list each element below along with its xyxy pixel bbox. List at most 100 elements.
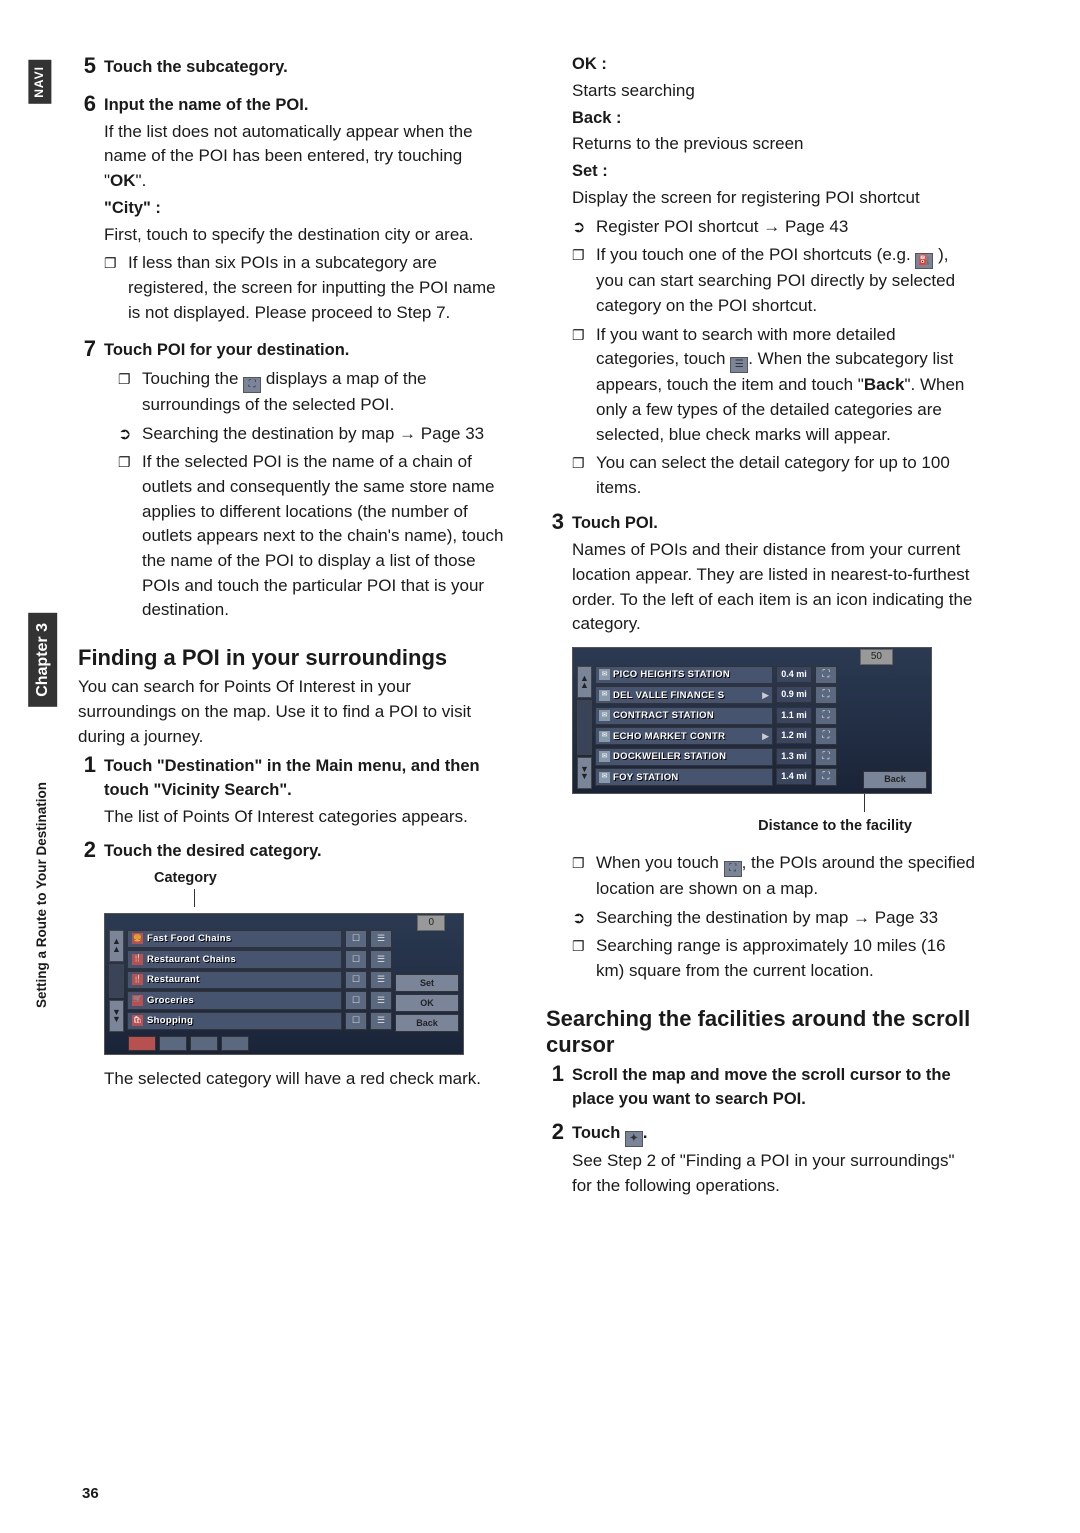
scroll-up-button[interactable]: ▲▲	[577, 666, 592, 698]
poi-map-button[interactable]: ⛶	[815, 727, 837, 745]
scroll-track[interactable]	[577, 700, 592, 755]
note-bullet-icon: ❐	[572, 936, 588, 983]
scroll-down-button[interactable]: ▼▼	[109, 1000, 124, 1032]
shortcut-icon[interactable]	[221, 1036, 249, 1051]
poi-item[interactable]: ✉DEL VALLE FINANCE S▶	[595, 686, 773, 704]
section-intro: You can search for Points Of Interest in…	[78, 675, 508, 749]
category-icon: 🛒	[132, 995, 143, 1006]
poi-map-button[interactable]: ⛶	[815, 686, 837, 704]
subheading: "City" :	[104, 197, 508, 221]
shortcut-icon[interactable]	[159, 1036, 187, 1051]
fuel-shortcut-icon: ⛽	[915, 253, 933, 269]
note-text: If less than six POIs in a subcategory a…	[128, 251, 508, 325]
map-icon: ⛶	[724, 861, 742, 877]
scroll-up-button[interactable]: ▲▲	[109, 930, 124, 962]
category-icon: 🍴	[132, 954, 143, 965]
poi-label: PICO HEIGHTS STATION	[613, 668, 730, 682]
category-label: Shopping	[147, 1014, 193, 1028]
navi-tab: NAVI	[28, 60, 51, 104]
def-text: Returns to the previous screen	[572, 132, 976, 157]
poi-icon: ✉	[599, 731, 610, 742]
poi-distance: 1.1 mi	[776, 707, 812, 724]
chapter-tab: Chapter 3	[28, 613, 57, 707]
subheading: Set :	[572, 160, 976, 184]
poi-icon: ✉	[599, 772, 610, 783]
category-screenshot: 0 ▲▲ ▼▼ 🍔Fast Food Chains☐☰🍴Restaurant C…	[104, 913, 464, 1056]
detail-button[interactable]: ☰	[370, 971, 392, 990]
reference-text: Searching the destination by map → Page …	[596, 906, 976, 931]
more-icon: ▶	[762, 730, 769, 743]
scroll-track[interactable]	[109, 964, 124, 999]
list-icon: ☰	[730, 357, 748, 373]
note-text: If you touch one of the POI shortcuts (e…	[596, 243, 976, 318]
check-box[interactable]: ☐	[345, 930, 367, 949]
category-label: Restaurant Chains	[147, 953, 236, 967]
poi-icon: ✉	[599, 690, 610, 701]
ok-button[interactable]: OK	[395, 994, 459, 1012]
category-item[interactable]: 🍴Restaurant	[127, 971, 342, 990]
subheading: Back :	[572, 107, 976, 131]
count-badge: 50	[860, 649, 893, 666]
reference-bullet-icon: ➲	[572, 907, 588, 931]
step-number: 1	[78, 753, 96, 829]
left-column: 5 Touch the subcategory. 6 Input the nam…	[78, 50, 508, 1198]
step-title: Touch ✦.	[572, 1122, 976, 1147]
poi-item[interactable]: ✉PICO HEIGHTS STATION	[595, 666, 773, 684]
back-button[interactable]: Back	[863, 771, 927, 789]
category-item[interactable]: 🍴 Restaurant Chains	[127, 950, 342, 969]
reference-text: Searching the destination by map → Page …	[142, 422, 508, 447]
shortcut-icon[interactable]	[128, 1036, 156, 1051]
note-text: Searching range is approximately 10 mile…	[596, 934, 976, 983]
step-text: The list of Points Of Interest categorie…	[104, 805, 508, 830]
section-tab: Setting a Route to Your Destination	[30, 776, 54, 1014]
category-icon: 🛍	[132, 1015, 143, 1026]
step-number: 7	[78, 337, 96, 623]
category-icon: 🍔	[132, 933, 143, 944]
poi-icon: ✉	[599, 710, 610, 721]
figure-caption: Distance to the facility	[572, 816, 912, 837]
step-title: Touch the desired category.	[104, 840, 508, 864]
step-text: Names of POIs and their distance from yo…	[572, 538, 976, 637]
figure-caption: Category	[154, 868, 508, 889]
scroll-down-button[interactable]: ▼▼	[577, 757, 592, 789]
note-bullet-icon: ❐	[118, 369, 134, 418]
detail-button[interactable]: ☰	[370, 950, 392, 969]
poi-distance: 1.3 mi	[776, 748, 812, 765]
poi-item[interactable]: ✉CONTRACT STATION	[595, 707, 773, 725]
step-text: The selected category will have a red ch…	[104, 1067, 508, 1092]
poi-map-button[interactable]: ⛶	[815, 768, 837, 786]
poi-label: ECHO MARKET CONTR	[613, 730, 725, 744]
set-button[interactable]: Set	[395, 974, 459, 992]
detail-button[interactable]: ☰	[370, 930, 392, 949]
back-button[interactable]: Back	[395, 1014, 459, 1032]
poi-label: DOCKWEILER STATION	[613, 750, 726, 764]
note-text: If the selected POI is the name of a cha…	[142, 450, 508, 622]
check-box[interactable]: ☐	[345, 950, 367, 969]
category-label: Groceries	[147, 994, 194, 1008]
note-bullet-icon: ❐	[118, 452, 134, 622]
note-text: If you want to search with more detailed…	[596, 323, 976, 448]
shortcut-icon[interactable]	[190, 1036, 218, 1051]
step-title: Touch "Destination" in the Main menu, an…	[104, 755, 508, 803]
check-box[interactable]: ☐	[345, 971, 367, 990]
poi-item[interactable]: ✉ECHO MARKET CONTR ▶	[595, 727, 773, 745]
step-text: See Step 2 of "Finding a POI in your sur…	[572, 1149, 976, 1198]
poi-map-button[interactable]: ⛶	[815, 748, 837, 766]
poi-map-button[interactable]: ⛶	[815, 666, 837, 684]
step-number: 2	[78, 838, 96, 1092]
poi-map-button[interactable]: ⛶	[815, 707, 837, 725]
category-item[interactable]: 🛒 Groceries	[127, 991, 342, 1010]
poi-item[interactable]: ✉DOCKWEILER STATION	[595, 748, 773, 766]
poi-item[interactable]: ✉FOY STATION	[595, 768, 773, 786]
def-text: Display the screen for registering POI s…	[572, 186, 976, 211]
poi-distance: 0.4 mi	[776, 666, 812, 683]
caption-pointer	[194, 889, 195, 907]
check-box[interactable]: ☐	[345, 991, 367, 1010]
note-bullet-icon: ❐	[572, 453, 588, 500]
detail-button[interactable]: ☰	[370, 1012, 392, 1031]
check-box[interactable]: ☐	[345, 1012, 367, 1031]
category-item[interactable]: 🍔Fast Food Chains	[127, 930, 342, 949]
category-item[interactable]: 🛍 Shopping	[127, 1012, 342, 1031]
note-bullet-icon: ❐	[572, 245, 588, 318]
detail-button[interactable]: ☰	[370, 991, 392, 1010]
